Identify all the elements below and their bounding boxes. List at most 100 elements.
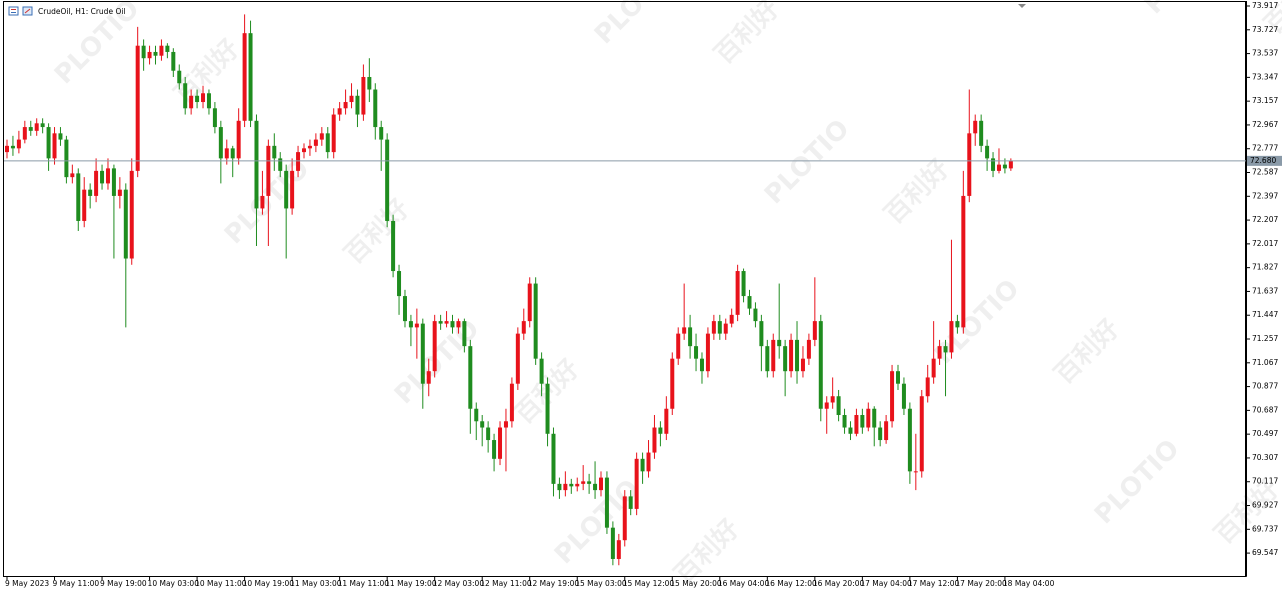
candle-body: [854, 415, 859, 434]
candle-body: [236, 120, 241, 159]
candle-body: [206, 93, 211, 109]
candle-body: [824, 402, 829, 409]
candle-body: [385, 139, 390, 221]
candle-body: [58, 133, 63, 140]
candle-body: [925, 377, 930, 397]
candle-body: [961, 195, 966, 328]
candle-body: [70, 173, 75, 178]
candle-body: [480, 421, 485, 428]
candle-body: [658, 427, 663, 434]
candle-body: [230, 148, 235, 159]
candle-body: [462, 321, 467, 347]
candle-body: [46, 127, 51, 159]
candle-body: [527, 283, 532, 322]
candle-body: [646, 452, 651, 472]
candle-body: [545, 383, 550, 434]
candle-body: [260, 195, 265, 209]
candle-body: [40, 123, 45, 128]
candle-body: [302, 148, 306, 153]
candle-body: [890, 371, 895, 422]
candle-body: [242, 33, 247, 121]
x-tick-label: 16 May 20:00: [813, 579, 865, 588]
candle-body: [355, 95, 360, 115]
candle-body: [789, 339, 794, 372]
y-tick-label: 70.877: [1252, 382, 1278, 391]
x-tick-label: 9 May 19:00: [100, 579, 147, 588]
x-tick-label: 12 May 19:00: [528, 579, 580, 588]
candle-body: [331, 114, 336, 153]
candle-body: [159, 45, 164, 56]
candle-body: [361, 76, 366, 115]
candle-body: [397, 271, 402, 297]
candle-body: [622, 496, 627, 541]
candle-body: [539, 358, 544, 384]
candle-body: [153, 51, 158, 56]
y-tick-label: 71.067: [1252, 358, 1278, 367]
candle-body: [34, 123, 39, 131]
candle-body: [82, 189, 87, 221]
candle-body: [747, 296, 752, 309]
candle-body: [973, 120, 978, 134]
candle-body: [943, 346, 948, 353]
candle-body: [593, 483, 598, 491]
y-tick-label: 73.917: [1252, 1, 1278, 10]
candle-body: [628, 496, 633, 509]
candle-body: [836, 396, 841, 416]
candle-body: [414, 323, 419, 328]
x-tick-label: 17 May 12:00: [908, 579, 960, 588]
candle-body: [979, 120, 984, 146]
candle-body: [147, 51, 152, 59]
candle-body: [212, 108, 217, 128]
current-price-box: [1247, 155, 1282, 166]
candle-body: [771, 339, 776, 372]
candle-body: [866, 408, 871, 428]
candle-body: [901, 383, 906, 409]
candle-body: [699, 358, 704, 372]
candle-body: [955, 321, 960, 328]
candle-body: [711, 321, 716, 334]
candle-body: [141, 45, 146, 59]
candle-body: [931, 358, 936, 378]
candle-body: [705, 333, 710, 372]
x-tick-label: 9 May 2023: [5, 579, 49, 588]
candle-body: [498, 427, 503, 459]
candle-body: [290, 170, 295, 209]
y-tick-label: 72.207: [1252, 215, 1278, 224]
candle-body: [575, 483, 580, 487]
y-tick-label: 71.827: [1252, 263, 1278, 272]
candle-body: [474, 408, 479, 422]
candle-body: [569, 483, 574, 487]
y-tick-label: 73.157: [1252, 96, 1278, 105]
x-tick-label: 17 May 04:00: [860, 579, 912, 588]
y-tick-label: 73.727: [1252, 25, 1278, 34]
y-tick-label: 73.347: [1252, 72, 1278, 81]
candle-body: [52, 133, 57, 159]
candle-body: [76, 173, 81, 221]
y-tick-label: 69.547: [1252, 548, 1278, 557]
candle-body: [765, 346, 770, 372]
candle-body: [563, 483, 568, 491]
shift-marker: [1018, 4, 1026, 8]
candle-body: [896, 371, 900, 384]
x-tick-label: 15 May 12:00: [623, 579, 675, 588]
candle-body: [22, 127, 27, 140]
candle-body: [313, 139, 318, 146]
x-tick-label: 18 May 04:00: [1003, 579, 1055, 588]
y-tick-label: 71.447: [1252, 310, 1278, 319]
candle-body: [402, 296, 407, 322]
candle-body: [599, 477, 603, 491]
candle-body: [129, 170, 134, 259]
candle-body: [450, 321, 455, 328]
candle-body: [111, 168, 116, 196]
y-tick-label: 72.017: [1252, 239, 1278, 248]
candle-body: [28, 127, 33, 131]
candle-body: [812, 321, 817, 340]
candle-body: [533, 283, 538, 359]
candle-body: [670, 358, 675, 409]
y-tick-label: 72.397: [1252, 191, 1278, 200]
candle-body: [201, 93, 206, 103]
candle-body: [165, 45, 170, 52]
x-tick-label: 10 May 19:00: [243, 579, 295, 588]
candle-body: [367, 76, 372, 90]
candle-body: [105, 168, 110, 184]
